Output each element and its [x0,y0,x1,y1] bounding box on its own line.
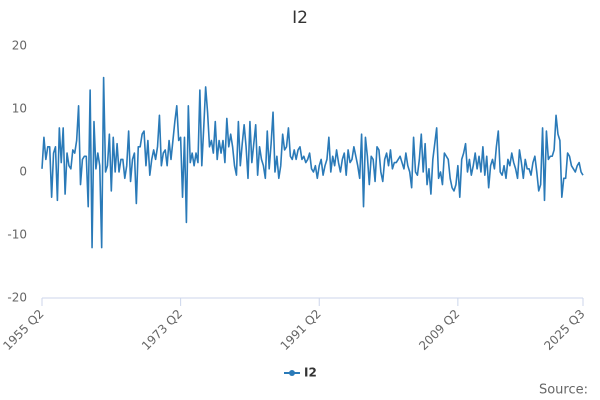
x-tick-label: 1991 Q2 [278,307,324,353]
y-tick-label: 20 [12,39,27,53]
line [41,76,584,249]
source: Source: [539,383,588,398]
chart-title: I2 [292,8,308,28]
y-tick-label: 0 [19,165,27,179]
y-tick-label: -20 [7,291,27,305]
y-tick-label: 10 [12,102,27,116]
x-tick-label: 2009 Q2 [416,307,462,353]
legend-label: I2 [304,366,317,380]
x-tick-label: 1955 Q2 [0,307,46,353]
legend-marker [289,370,295,376]
x-tick-label: 1973 Q2 [139,307,185,353]
y-tick-label: -10 [7,228,27,242]
x-tick-label: 2025 Q3 [541,307,587,353]
